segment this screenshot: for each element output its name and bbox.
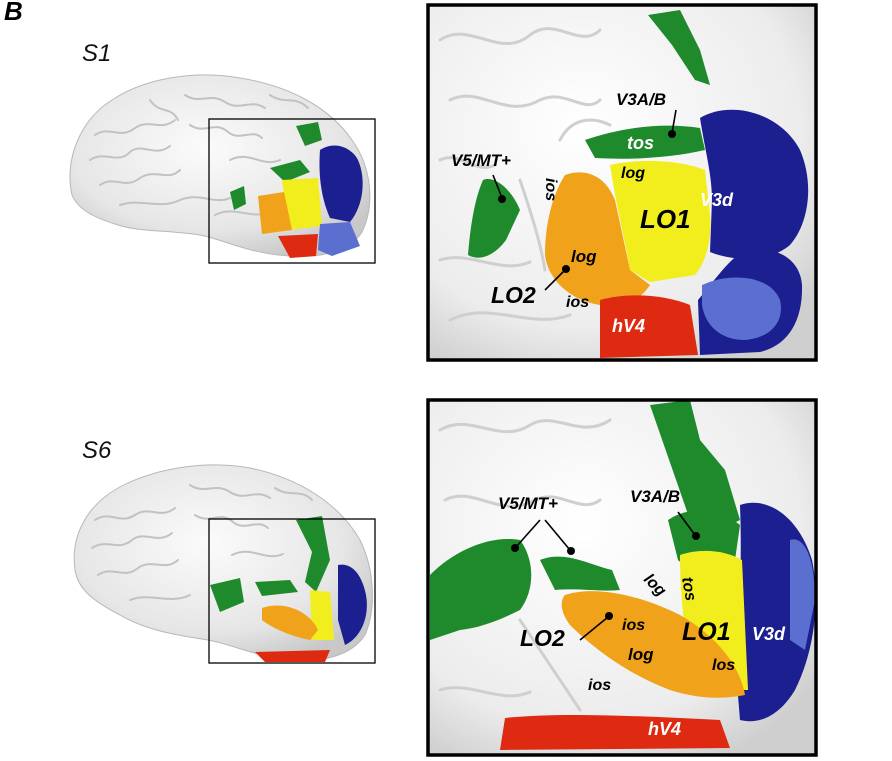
label-s6-lo2: LO2 bbox=[520, 625, 565, 651]
label-s1-v3ab: V3A/B bbox=[616, 90, 666, 109]
label-s6-v5mt: V5/MT+ bbox=[498, 494, 558, 513]
label-s6-ios-b: ios bbox=[588, 677, 611, 694]
label-s1-tos: tos bbox=[627, 133, 654, 153]
zoom-box-s1 bbox=[208, 118, 376, 264]
zoom-frame-s1 bbox=[426, 3, 818, 362]
label-s1-log-b: log bbox=[571, 247, 597, 266]
label-s6-v3d: V3d bbox=[752, 624, 786, 644]
subject-label-s1: S1 bbox=[82, 40, 112, 67]
label-s1-log-a: log bbox=[621, 165, 645, 182]
brain-s1 bbox=[69, 74, 371, 258]
label-s6-v3ab: V3A/B bbox=[630, 487, 680, 506]
zoom-panel-s6 bbox=[428, 400, 816, 755]
label-s6-los: los bbox=[712, 657, 735, 674]
label-s1-lo1: LO1 bbox=[640, 204, 691, 234]
panel-letter: B bbox=[4, 0, 23, 26]
zoom-panel-s1 bbox=[428, 5, 816, 360]
label-s6-ios-a: ios bbox=[622, 617, 645, 634]
label-s1-lo2: LO2 bbox=[491, 282, 536, 308]
label-s1-v3d: V3d bbox=[700, 190, 734, 210]
label-s6-tos: tos bbox=[678, 576, 699, 603]
label-s1-hv4: hV4 bbox=[612, 316, 645, 336]
zoom-frame-s6 bbox=[426, 398, 818, 757]
label-s1-ios-a: ios bbox=[542, 178, 559, 201]
brain-s6 bbox=[73, 464, 373, 662]
zoom-box-s6 bbox=[208, 518, 376, 664]
label-s1-ios-b: ios bbox=[566, 294, 589, 311]
label-s6-log-b: log bbox=[628, 645, 654, 664]
label-s1-v5mt: V5/MT+ bbox=[451, 151, 511, 170]
label-s6-lo1: LO1 bbox=[682, 618, 731, 646]
label-s6-hv4: hV4 bbox=[648, 719, 681, 739]
subject-label-s6: S6 bbox=[82, 437, 112, 464]
